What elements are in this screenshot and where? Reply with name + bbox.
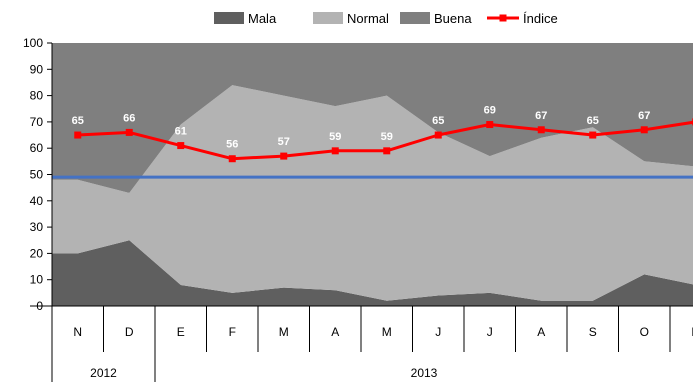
data-label: 59: [381, 131, 393, 143]
data-label: 67: [638, 110, 650, 122]
index-point: [331, 147, 339, 155]
area-buena: [52, 43, 693, 193]
x-tick-label: E: [177, 325, 185, 339]
x-tick-label: M: [382, 325, 392, 339]
legend-label: Índice: [523, 11, 558, 26]
index-point: [125, 128, 133, 136]
y-tick-label: 30: [30, 220, 44, 234]
x-tick-label: N: [691, 325, 693, 339]
legend-marker-index: [499, 14, 507, 22]
x-tick-label: N: [73, 325, 82, 339]
index-point: [74, 131, 82, 139]
x-tick-label: F: [229, 325, 236, 339]
legend: Mala Normal Buena Índice: [214, 11, 558, 26]
data-label: 61: [175, 126, 187, 138]
index-point: [486, 121, 494, 129]
data-label: 67: [535, 110, 547, 122]
index-point: [537, 126, 545, 134]
y-tick-label: 100: [23, 36, 43, 50]
y-tick-label: 80: [30, 89, 44, 103]
legend-swatch-buena: [400, 12, 430, 24]
area-normal: [52, 85, 693, 301]
index-point: [434, 131, 442, 139]
index-point: [228, 155, 236, 163]
index-point: [589, 131, 597, 139]
data-label: 65: [72, 115, 84, 127]
legend-label: Normal: [347, 11, 389, 26]
area-mala: [52, 240, 693, 306]
y-tick-label: 10: [30, 273, 44, 287]
x-tick-label: D: [125, 325, 134, 339]
stacked-areas: [52, 43, 693, 306]
data-label: 57: [278, 136, 290, 148]
x-tick-label: O: [640, 325, 649, 339]
data-label: 56: [226, 139, 238, 151]
x-tick-label: A: [537, 325, 545, 339]
y-tick-label: 0: [36, 299, 43, 313]
y-tick-label: 60: [30, 141, 44, 155]
year-label: 2013: [411, 366, 438, 380]
index-point: [383, 147, 391, 155]
x-tick-label: A: [331, 325, 339, 339]
data-label: 65: [587, 115, 599, 127]
data-label: 66: [123, 112, 135, 124]
axes: 0 10 20 30 40 50 60 70 80 90 100 N D E F M A M J J A S O N 2012 2…: [23, 36, 693, 382]
index-point: [177, 142, 185, 150]
index-point: [640, 126, 648, 134]
index-point: [280, 152, 288, 160]
data-labels: 6566615657595965696765677: [72, 102, 693, 151]
x-tick-label: M: [279, 325, 289, 339]
legend-label: Mala: [248, 11, 277, 26]
y-tick-label: 50: [30, 168, 44, 182]
year-label: 2012: [90, 366, 117, 380]
y-tick-label: 70: [30, 115, 44, 129]
legend-swatch-mala: [214, 12, 244, 24]
data-label: 69: [484, 105, 496, 117]
legend-label: Buena: [434, 11, 472, 26]
x-tick-label: J: [435, 325, 441, 339]
y-tick-label: 40: [30, 194, 44, 208]
y-tick-label: 90: [30, 62, 44, 76]
data-label: 65: [432, 115, 444, 127]
x-tick-label: S: [589, 325, 597, 339]
x-tick-label: J: [487, 325, 493, 339]
y-tick-label: 20: [30, 246, 44, 260]
legend-swatch-normal: [313, 12, 343, 24]
data-label: 59: [329, 131, 341, 143]
